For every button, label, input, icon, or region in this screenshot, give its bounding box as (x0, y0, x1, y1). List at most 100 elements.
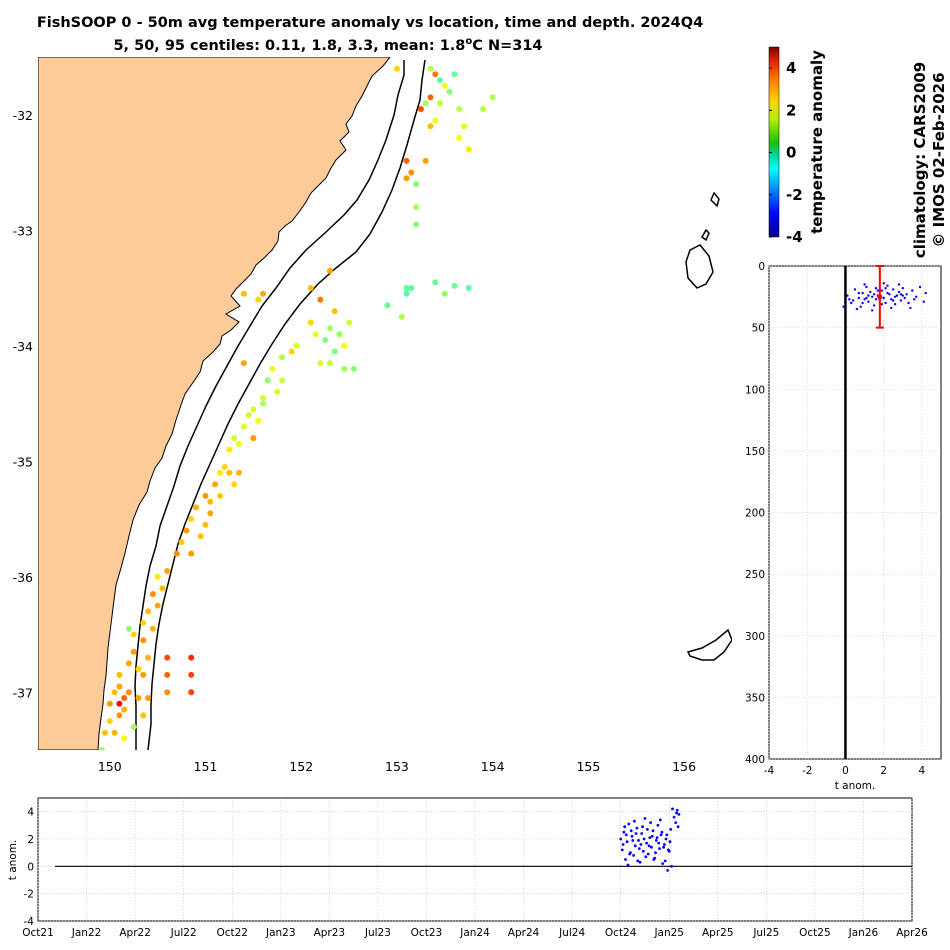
map-point (130, 723, 137, 730)
map-point (236, 469, 242, 476)
depth-point (905, 293, 908, 296)
depth-point (886, 291, 889, 295)
time-point (647, 844, 651, 848)
time-point (662, 845, 665, 849)
depth-point (911, 289, 914, 292)
map-point (212, 481, 219, 488)
time-point (676, 825, 680, 829)
map-point (384, 302, 391, 309)
map-point (260, 290, 266, 297)
time-point (633, 844, 637, 848)
depth-point (865, 296, 868, 300)
map-point (317, 296, 324, 303)
depth-point (857, 291, 860, 295)
map-point (250, 406, 257, 413)
map-point (403, 157, 410, 164)
time-xtick-label: Apr22 (119, 927, 151, 939)
map-point (240, 290, 247, 297)
map-point (197, 533, 204, 540)
map-point (312, 331, 319, 338)
depth-point (884, 301, 887, 305)
map-point (99, 747, 106, 750)
time-point (642, 837, 646, 841)
time-point (669, 828, 673, 831)
map-point (164, 689, 171, 696)
time-ytick-label: 4 (27, 807, 34, 819)
time-point (660, 830, 664, 834)
map-point (240, 423, 247, 430)
map-point (135, 695, 142, 701)
map-point (422, 157, 429, 164)
map-point (140, 637, 147, 644)
time-point (622, 830, 626, 834)
map-point (422, 100, 429, 107)
depth-point (918, 285, 922, 289)
map-point (102, 729, 108, 736)
map-point (456, 134, 463, 141)
errorbar-center (877, 294, 883, 300)
time-xtick-label: Apr26 (896, 927, 928, 939)
island-4 (686, 628, 732, 661)
depth-point (892, 299, 895, 302)
time-point (641, 849, 645, 853)
map-point (130, 648, 137, 655)
land-mass (38, 57, 391, 750)
time-xtick-label: Jul23 (364, 927, 391, 939)
time-point (666, 869, 669, 872)
colorbar-tick-label: -4 (786, 228, 803, 246)
depth-grid (768, 265, 941, 760)
time-point (663, 859, 667, 863)
time-xtick-label: Jul24 (558, 927, 585, 939)
time-point (619, 837, 623, 841)
depth-ytick-label: 150 (745, 446, 765, 458)
map-xtick-label: 151 (194, 759, 218, 774)
map-point (192, 504, 199, 511)
map-point (245, 412, 252, 419)
depth-point (874, 298, 878, 301)
depth-point (861, 301, 864, 305)
map-point (269, 365, 276, 372)
map-point (264, 377, 271, 384)
depth-point (857, 296, 860, 300)
depth-point (872, 293, 876, 296)
map-point (149, 625, 156, 632)
map-ytick-label: -32 (13, 108, 33, 123)
map-point (465, 146, 472, 153)
depth-point (880, 289, 883, 292)
map-point (346, 319, 353, 326)
map-point (188, 654, 195, 661)
time-point (645, 841, 648, 845)
depth-point (872, 304, 876, 307)
depth-xtick-label: -2 (802, 765, 812, 777)
depth-ytick-label: 350 (745, 692, 765, 704)
time-grid (37, 798, 913, 922)
map-point (427, 94, 434, 101)
time-xtick-label: Oct22 (216, 927, 248, 939)
bathymetry-contour-deep (147, 59, 426, 750)
time-point (621, 843, 625, 846)
map-point (207, 510, 214, 517)
time-point (677, 813, 681, 816)
map-points (99, 65, 496, 750)
time-point (628, 852, 631, 856)
time-point (671, 807, 674, 811)
time-point (661, 862, 665, 865)
depth-point (922, 300, 925, 303)
map-point (226, 446, 233, 453)
map-point (121, 735, 128, 742)
depth-ytick-label: 200 (745, 508, 765, 520)
depth-point (848, 298, 851, 301)
map-point (240, 360, 247, 367)
bathymetry-contour-shallow (134, 60, 405, 750)
depth-point (846, 294, 849, 297)
depth-point (855, 307, 859, 311)
time-point (624, 833, 628, 837)
time-point (650, 834, 654, 838)
map-point (145, 608, 152, 615)
time-point (630, 834, 634, 838)
map-point (350, 365, 357, 372)
map-point (111, 729, 118, 736)
map-point (260, 394, 266, 401)
depth-plot-frame (768, 265, 942, 760)
climatology-label: climatology: CARS2009 (911, 62, 929, 258)
